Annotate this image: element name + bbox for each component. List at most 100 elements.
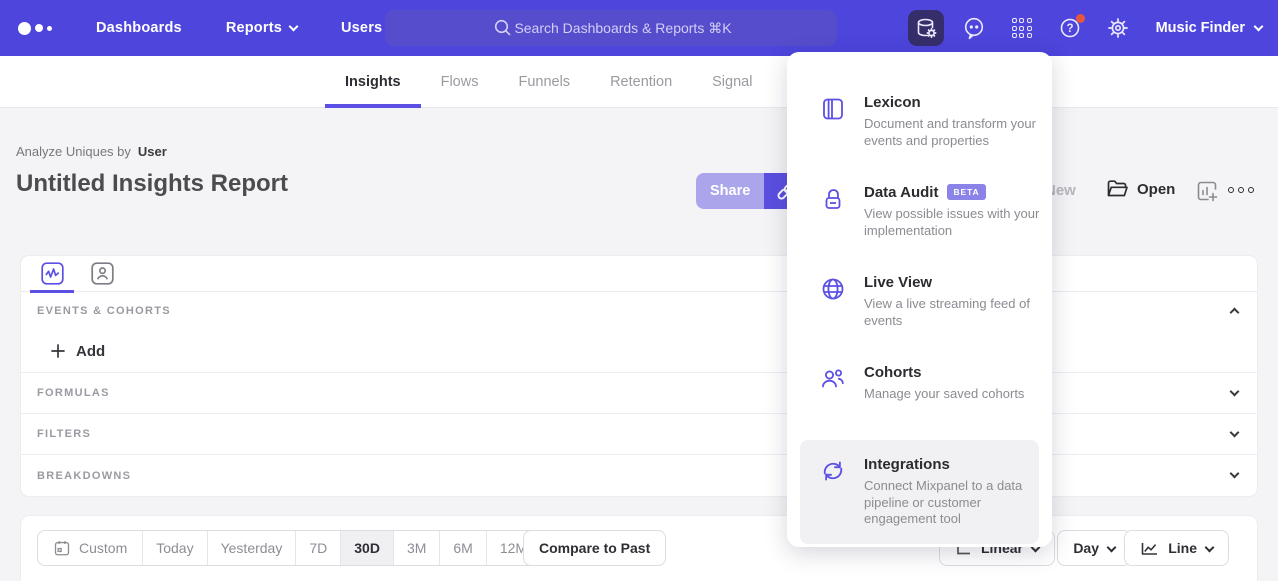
chevron-down-icon xyxy=(1229,427,1240,437)
section-events-cohorts[interactable]: EVENTS & COHORTS xyxy=(21,292,1257,330)
events-view-tab[interactable] xyxy=(29,256,75,293)
menu-item-cohorts[interactable]: Cohorts Manage your saved cohorts xyxy=(787,350,1052,440)
share-button[interactable]: Share xyxy=(696,173,765,209)
report-header: Analyze Uniques by User Untitled Insight… xyxy=(0,108,1278,248)
date-range-control: Custom Today Yesterday 7D 30D 3M 6M 12M xyxy=(37,530,542,566)
menu-item-title: Integrations xyxy=(864,456,950,473)
chart-add-icon xyxy=(1197,181,1218,202)
compare-to-past-button[interactable]: Compare to Past xyxy=(523,530,667,566)
menu-item-title: Cohorts xyxy=(864,364,922,381)
project-name: Music Finder xyxy=(1155,20,1245,36)
line-chart-icon xyxy=(1141,542,1158,555)
tab-signal[interactable]: Signal xyxy=(712,74,753,90)
menu-item-live-view[interactable]: Live View View a live streaming feed of … xyxy=(787,260,1052,350)
analyze-label: Analyze Uniques by xyxy=(16,144,131,159)
section-formulas[interactable]: FORMULAS xyxy=(21,372,1257,413)
apps-grid-button[interactable] xyxy=(1004,10,1040,46)
range-yesterday[interactable]: Yesterday xyxy=(206,531,296,565)
nav-reports[interactable]: Reports xyxy=(226,20,299,36)
chevron-down-icon xyxy=(1253,21,1264,31)
live-view-globe-icon xyxy=(822,278,844,300)
section-breakdowns[interactable]: BREAKDOWNS xyxy=(21,454,1257,496)
settings-button[interactable] xyxy=(1100,10,1136,46)
range-custom[interactable]: Custom xyxy=(38,531,142,565)
feedback-button[interactable] xyxy=(956,10,992,46)
cohorts-icon xyxy=(822,369,844,388)
section-label: BREAKDOWNS xyxy=(37,469,132,482)
menu-item-description: Document and transform your events and p… xyxy=(864,116,1036,148)
mixpanel-logo-icon[interactable] xyxy=(18,21,70,35)
lexicon-icon xyxy=(823,98,843,120)
range-30d[interactable]: 30D xyxy=(340,531,393,565)
new-report-button[interactable]: New xyxy=(1045,182,1076,199)
tab-flows[interactable]: Flows xyxy=(440,74,479,90)
section-label: FORMULAS xyxy=(37,387,110,399)
pulse-chart-icon xyxy=(40,262,64,285)
chevron-down-icon xyxy=(288,21,299,31)
chart-type-dropdown[interactable]: Line xyxy=(1124,530,1229,566)
data-audit-icon xyxy=(825,189,841,209)
chevron-up-icon xyxy=(1229,307,1240,318)
range-7d[interactable]: 7D xyxy=(295,531,340,565)
chart-controls-panel: Custom Today Yesterday 7D 30D 3M 6M 12M … xyxy=(20,515,1258,581)
section-label: EVENTS & COHORTS xyxy=(37,305,171,317)
chevron-down-icon xyxy=(1229,386,1240,396)
tab-retention[interactable]: Retention xyxy=(610,74,673,90)
notification-dot xyxy=(1075,14,1085,23)
report-tabbar: Insights Flows Funnels Retention Signal … xyxy=(0,56,1278,108)
global-search xyxy=(385,10,837,46)
nav-dashboards[interactable]: Dashboards xyxy=(96,20,182,36)
menu-item-description: Connect Mixpanel to a data pipeline or c… xyxy=(864,478,1023,527)
menu-item-description: Manage your saved cohorts xyxy=(864,386,1025,401)
menu-item-title: Live View xyxy=(864,274,933,291)
add-to-dashboard-button[interactable] xyxy=(1196,180,1218,202)
menu-item-data-audit[interactable]: Data Audit BETA View possible issues with… xyxy=(787,170,1052,260)
chevron-down-icon xyxy=(1229,468,1240,479)
chevron-down-icon xyxy=(1204,542,1215,552)
database-gear-icon xyxy=(917,18,937,39)
beta-badge: BETA xyxy=(947,183,986,200)
tab-insights[interactable]: Insights xyxy=(325,56,421,108)
more-options-button[interactable] xyxy=(1228,187,1254,193)
analyze-by-control: Analyze Uniques by User xyxy=(16,144,167,159)
menu-item-integrations[interactable]: Integrations Connect Mixpanel to a data … xyxy=(800,440,1039,544)
analyze-entity-selector[interactable]: User xyxy=(137,144,167,159)
gear-icon xyxy=(1107,18,1128,38)
person-icon xyxy=(90,262,114,285)
menu-item-title: Lexicon xyxy=(864,94,921,111)
svg-text:?: ? xyxy=(1066,23,1073,35)
search-input[interactable] xyxy=(385,10,837,46)
chevron-down-icon xyxy=(1106,542,1117,552)
data-management-button[interactable] xyxy=(907,10,944,46)
section-filters[interactable]: FILTERS xyxy=(21,413,1257,454)
open-report-button[interactable]: Open xyxy=(1106,179,1175,199)
plus-icon xyxy=(51,344,65,358)
add-event-button[interactable]: Add xyxy=(21,330,1257,372)
range-12m[interactable]: 12M xyxy=(485,531,540,565)
profiles-view-tab[interactable] xyxy=(79,256,125,292)
data-management-menu: Lexicon Document and transform your even… xyxy=(787,52,1052,547)
range-3m[interactable]: 3M xyxy=(392,531,439,565)
menu-item-lexicon[interactable]: Lexicon Document and transform your even… xyxy=(787,80,1052,170)
builder-view-tabs xyxy=(21,256,1257,293)
query-builder-panel: EVENTS & COHORTS Add FORMULAS FILTERS BR… xyxy=(20,255,1258,497)
granularity-dropdown[interactable]: Day xyxy=(1057,530,1131,566)
folder-icon xyxy=(1107,180,1128,197)
menu-item-description: View possible issues with your implement… xyxy=(864,206,1040,238)
help-icon: ? xyxy=(1060,18,1079,38)
calendar-icon xyxy=(54,541,70,556)
range-6m[interactable]: 6M xyxy=(439,531,485,565)
range-today[interactable]: Today xyxy=(142,531,206,565)
help-button[interactable]: ? xyxy=(1052,10,1088,46)
open-label: Open xyxy=(1137,180,1176,198)
page-title[interactable]: Untitled Insights Report xyxy=(16,170,288,197)
project-selector[interactable]: Music Finder xyxy=(1155,20,1264,36)
feedback-bubble-icon xyxy=(964,17,983,40)
nav-users[interactable]: Users xyxy=(341,20,383,36)
integrations-icon xyxy=(823,461,843,481)
section-label: FILTERS xyxy=(37,428,92,440)
top-navigation: Dashboards Reports Users ? xyxy=(0,0,1278,56)
tab-funnels[interactable]: Funnels xyxy=(518,74,571,90)
menu-item-description: View a live streaming feed of events xyxy=(864,296,1030,328)
